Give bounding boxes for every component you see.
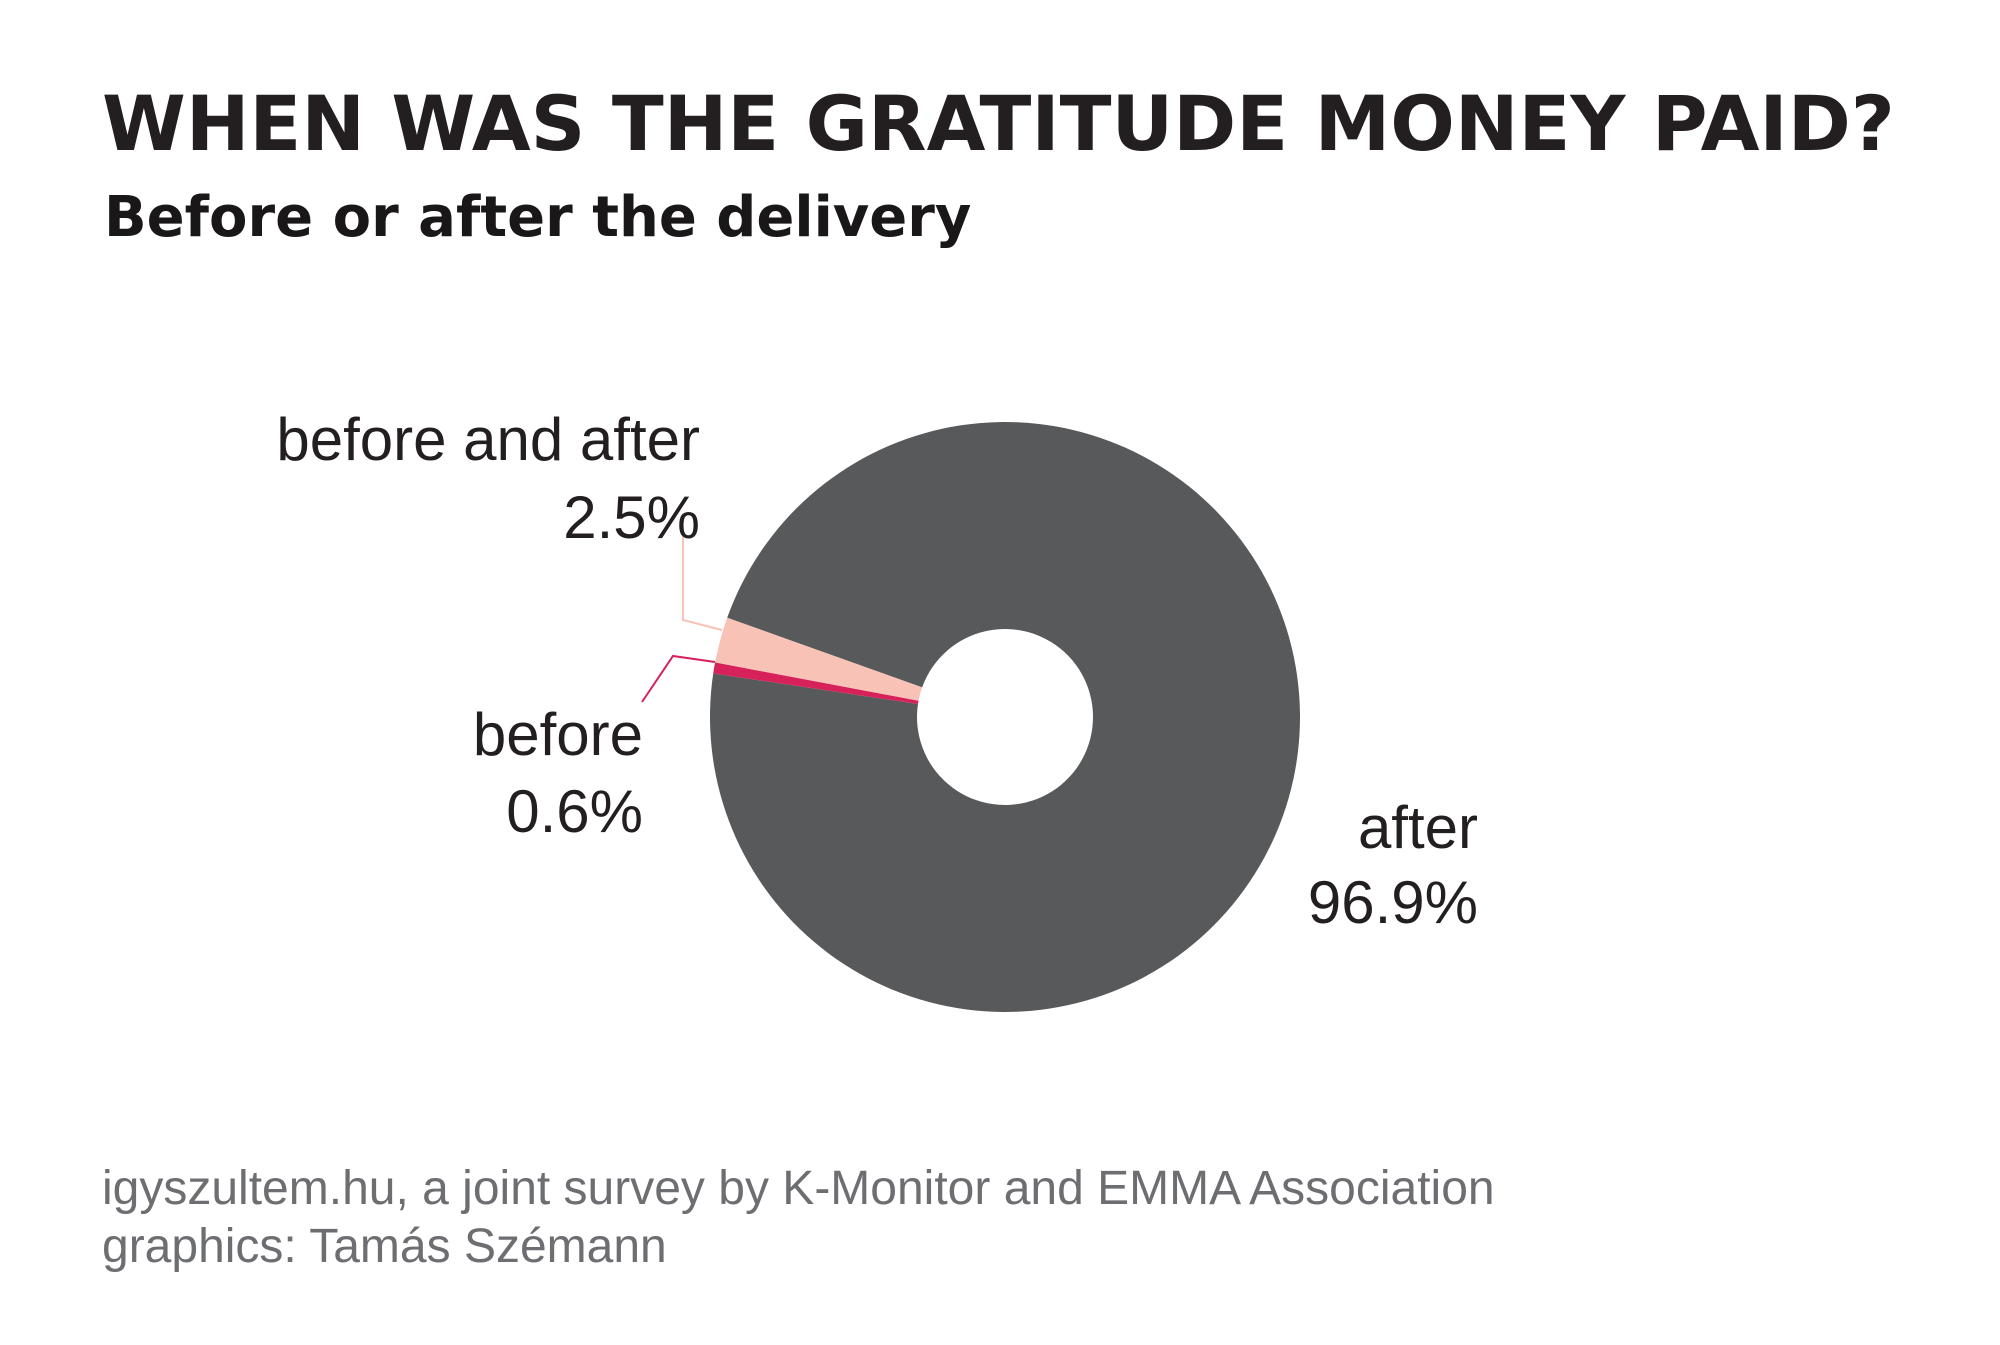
chart-title: WHEN WAS THE GRATITUDE MONEY PAID? bbox=[102, 79, 1895, 168]
label-before-name: before bbox=[473, 701, 643, 768]
slice-after bbox=[709, 422, 1300, 1013]
slice-before bbox=[713, 662, 919, 704]
label-after-value: 96.9% bbox=[1308, 869, 1478, 936]
leader-line-before bbox=[641, 654, 716, 703]
leader-line-before-and-after bbox=[682, 537, 723, 631]
credit-line: graphics: Tamás Szémann bbox=[102, 1219, 667, 1273]
slice-before-and-after bbox=[715, 617, 923, 701]
label-after-name: after bbox=[1358, 794, 1478, 861]
source-note: igyszultem.hu, a joint survey by K-Monit… bbox=[102, 1160, 1495, 1275]
chart-subtitle: Before or after the delivery bbox=[104, 185, 972, 250]
source-line: igyszultem.hu, a joint survey by K-Monit… bbox=[102, 1162, 1495, 1215]
label-before-value: 0.6% bbox=[506, 778, 643, 845]
label-before-and-after-value: 2.5% bbox=[563, 484, 700, 551]
label-before-and-after-name: before and after bbox=[276, 406, 700, 473]
donut-slices bbox=[709, 422, 1300, 1013]
